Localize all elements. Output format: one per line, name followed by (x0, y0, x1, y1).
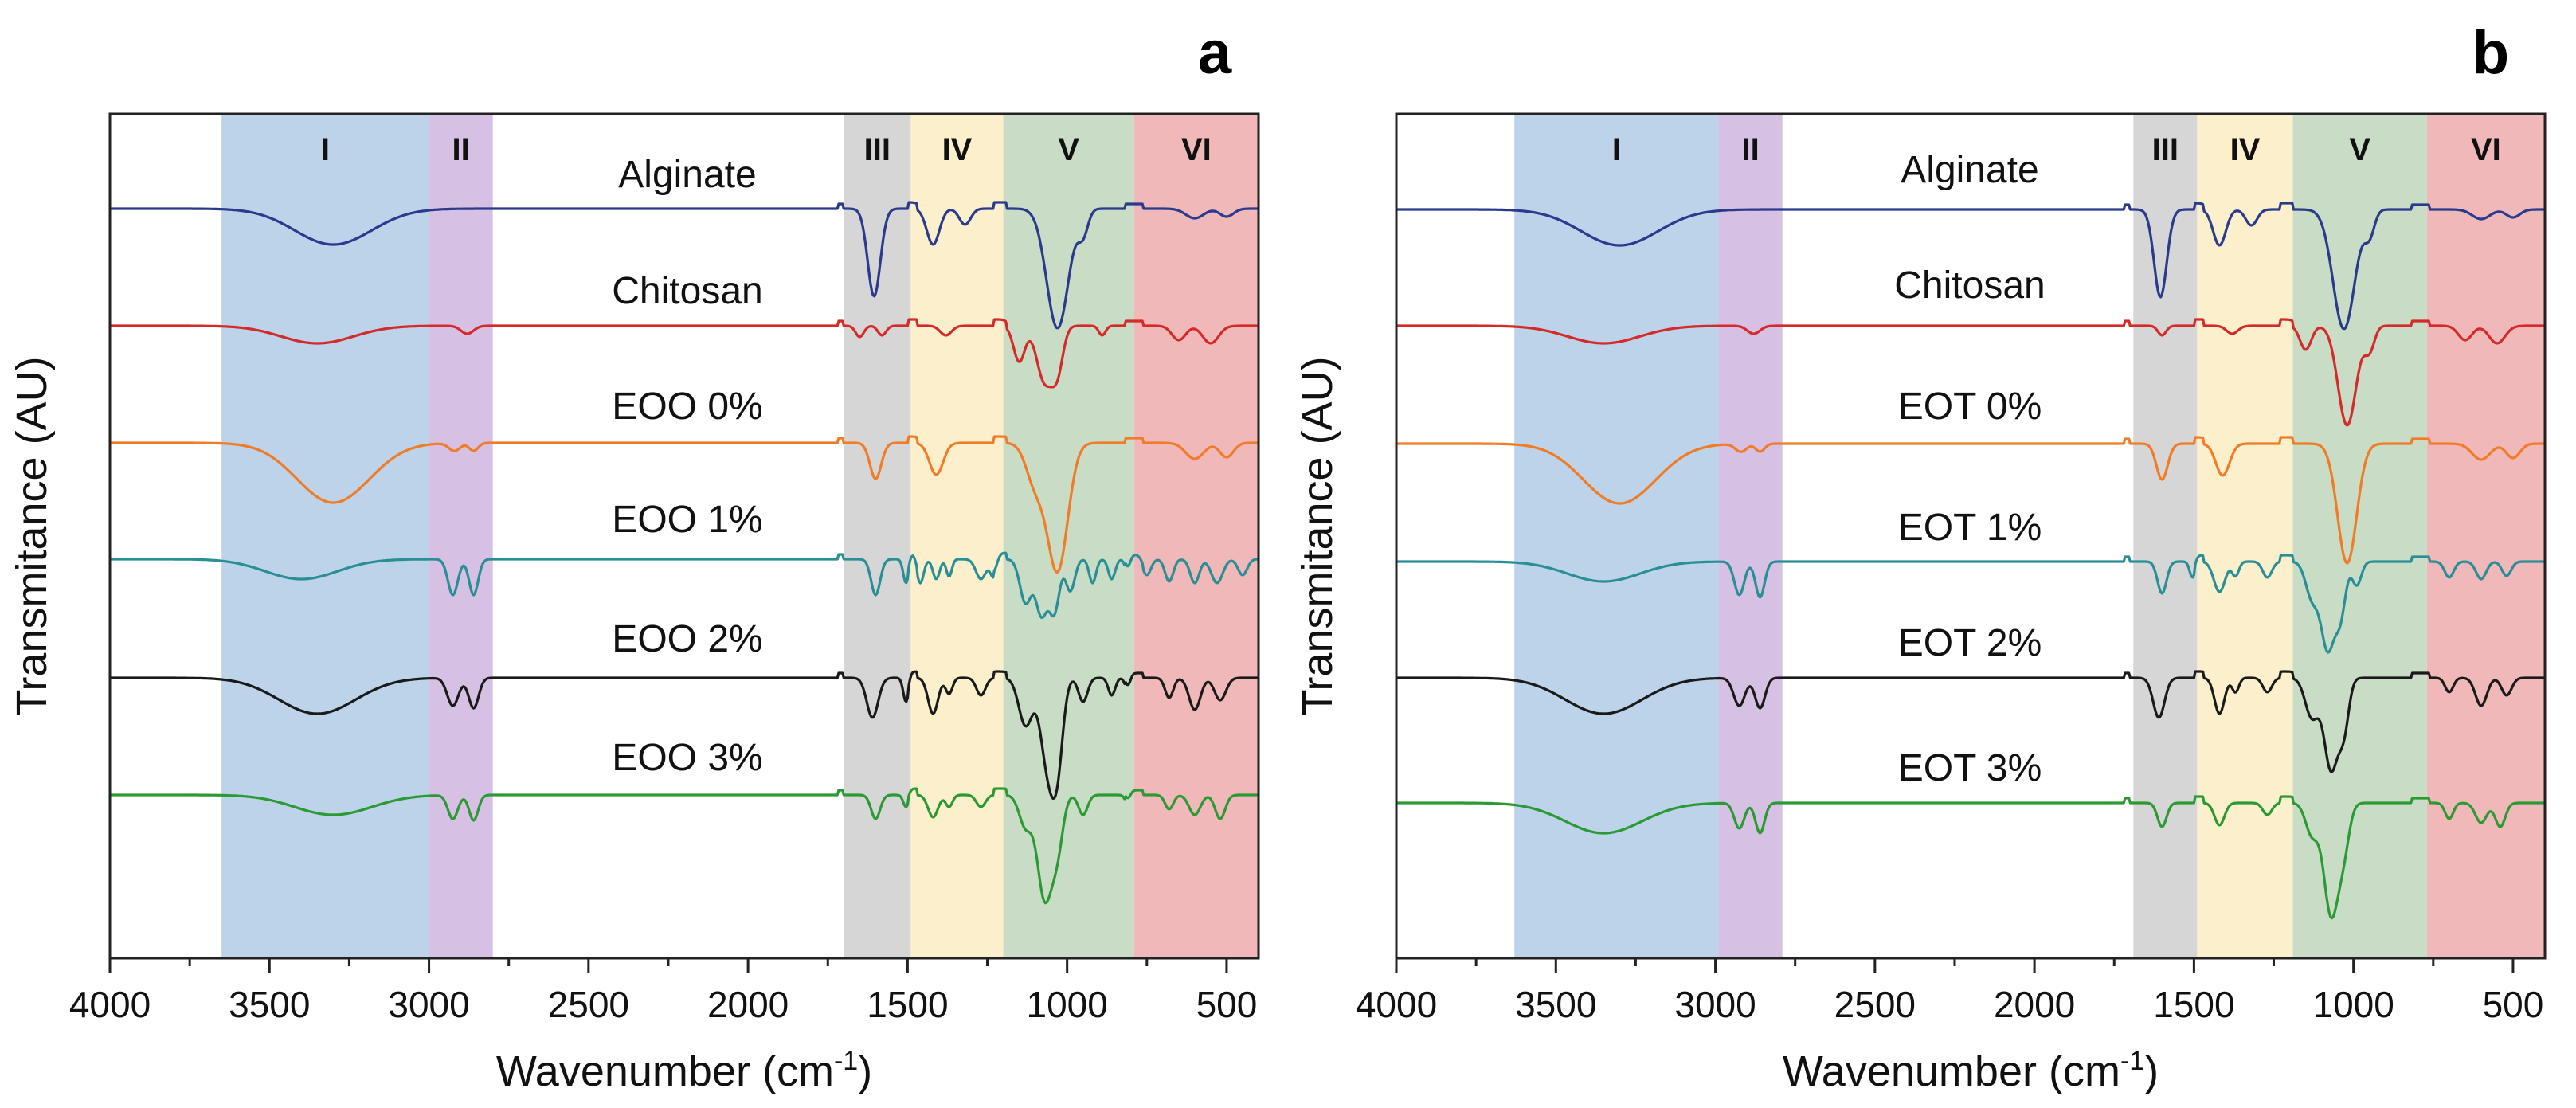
series-label: Chitosan (612, 270, 762, 312)
spectrum-chitosan (110, 318, 1259, 389)
x-tick-label: 2500 (548, 984, 629, 1025)
spectrum-eoo-3 (110, 787, 1259, 905)
spectrum-eot-0 (1396, 436, 2545, 565)
panel-letter: b (2472, 19, 2509, 87)
series-label: EOT 2% (1898, 622, 2042, 664)
x-tick-label: 1500 (867, 984, 948, 1025)
region-label-ii: II (1741, 132, 1759, 167)
region-ii-band (1718, 114, 1783, 958)
series-label: Chitosan (1894, 264, 2045, 307)
region-label-iv: IV (942, 132, 973, 167)
spectrum-eot-1 (1396, 554, 2545, 654)
region-iii-band (2133, 114, 2198, 958)
region-label-iii: III (864, 132, 891, 167)
region-label-iv: IV (2230, 132, 2261, 167)
region-vi-band (2426, 114, 2545, 958)
x-tick-label: 500 (1196, 984, 1258, 1025)
spectrum-alginate (110, 201, 1259, 330)
spectrum-eoo-1 (110, 551, 1259, 619)
region-iv-band (2197, 114, 2293, 958)
region-label-iii: III (2152, 132, 2179, 167)
region-vi-band (1133, 114, 1259, 958)
x-tick-label: 2500 (1834, 984, 1916, 1025)
x-tick-label: 3500 (1515, 984, 1596, 1025)
spectrum-eot-3 (1396, 795, 2545, 920)
x-tick-label: 500 (2483, 984, 2544, 1025)
x-axis-title: Wavenumber (cm-1) (496, 1046, 872, 1095)
region-label-ii: II (452, 132, 469, 167)
x-tick-label: 1000 (2312, 984, 2394, 1025)
spectrum-eoo-2 (110, 670, 1259, 801)
region-v-band (1003, 114, 1134, 958)
series-label: EOT 1% (1898, 507, 2042, 549)
region-label-i: I (1612, 132, 1621, 167)
series-label: EOO 2% (612, 618, 762, 660)
region-i-band (1514, 114, 1719, 958)
series-label: EOO 0% (612, 386, 762, 428)
x-tick-label: 1000 (1026, 984, 1107, 1025)
spectrum-eoo-0 (110, 435, 1259, 574)
series-label: EOT 3% (1898, 747, 2042, 789)
region-v-band (2292, 114, 2427, 958)
x-tick-label: 3000 (1674, 984, 1756, 1025)
region-label-vi: VI (1181, 132, 1212, 167)
x-tick-label: 1500 (2153, 984, 2234, 1025)
region-iii-band (844, 114, 911, 958)
x-tick-label: 4000 (1356, 984, 1437, 1025)
series-label: Alginate (618, 154, 756, 196)
x-tick-label: 3000 (388, 984, 469, 1025)
x-tick-label: 3500 (229, 984, 310, 1025)
x-tick-label: 4000 (69, 984, 151, 1025)
panel-letter: a (1198, 19, 1232, 87)
x-axis-title: Wavenumber (cm-1) (1783, 1046, 2159, 1095)
region-label-i: I (321, 132, 330, 167)
y-axis-title: Transmitance (AU) (1294, 356, 1341, 715)
region-label-v: V (1058, 132, 1079, 167)
region-ii-band (429, 114, 493, 958)
series-label: EOO 1% (612, 499, 762, 541)
spectrum-eot-2 (1396, 670, 2545, 773)
region-iv-band (910, 114, 1004, 958)
spectrum-alginate (1396, 202, 2545, 331)
y-axis-title: Transmitance (AU) (8, 356, 56, 715)
series-label: Alginate (1901, 149, 2038, 191)
region-i-band (221, 114, 429, 958)
plot-frame (1395, 112, 2547, 960)
series-label: EOO 3% (612, 737, 762, 779)
region-label-vi: VI (2471, 132, 2501, 167)
plot-frame (108, 112, 1260, 960)
x-tick-label: 2000 (1994, 984, 2075, 1025)
x-tick-label: 2000 (707, 984, 789, 1025)
region-label-v: V (2349, 132, 2370, 167)
series-label: EOT 0% (1898, 386, 2042, 428)
spectrum-chitosan (1396, 318, 2545, 427)
